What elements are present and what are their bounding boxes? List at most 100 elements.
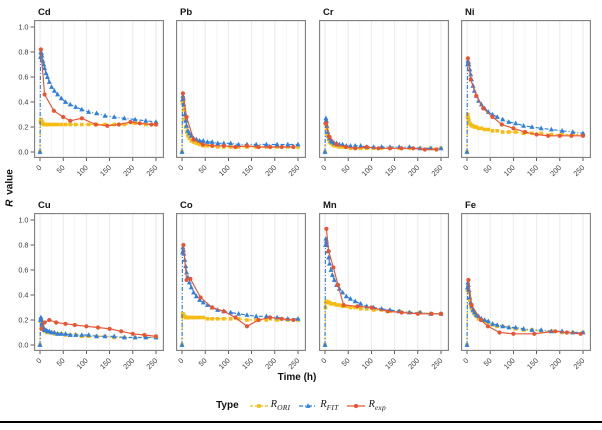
svg-text:250: 250: [571, 163, 586, 178]
panel-plot: 0 50 100 150 200 250: [176, 213, 306, 371]
svg-text:1.0: 1.0: [18, 23, 28, 32]
panel-plot: 0 50 100 150 200 250: [319, 20, 449, 178]
svg-text:50: 50: [340, 356, 352, 368]
y-axis-label-rest: value: [4, 169, 16, 198]
x-axis-ticks: 0 50 100 150 200 250: [176, 351, 301, 371]
legend-label: RFIT: [320, 399, 339, 413]
svg-text:100: 100: [502, 163, 517, 178]
panel-title: Cr: [323, 7, 334, 18]
svg-text:150: 150: [525, 356, 540, 371]
svg-text:250: 250: [144, 163, 159, 178]
svg-text:200: 200: [121, 163, 136, 178]
svg-text:150: 150: [240, 356, 255, 371]
svg-text:50: 50: [197, 356, 209, 368]
panel-co: Co 0 50 100 150 200 250: [176, 198, 306, 385]
panel-plot: 0 50 100 150 200 250: [461, 20, 591, 178]
legend-item-r_fit: RFIT: [299, 399, 338, 412]
legend: Type RORI RFIT Rexp: [0, 399, 602, 412]
panel-title: Co: [180, 200, 193, 211]
svg-text:150: 150: [383, 163, 398, 178]
panel-title: Pb: [180, 7, 193, 18]
svg-text:100: 100: [217, 356, 232, 371]
gridlines: [466, 20, 584, 158]
panel-border: [461, 213, 591, 351]
legend-label: RORI: [270, 399, 291, 413]
panel-cu: Cu 0 50 100 150 200 250 0.0 0.2 0.4 0.6 0.8 1.0: [18, 198, 164, 385]
series-r-exp: [465, 56, 586, 138]
legend-key-triangle-icon: [299, 402, 318, 408]
panel-pb: Pb 0 50 100 150 200 250: [176, 5, 306, 192]
panel-plot: 0 50 100 150 200 250 0.0 0.2 0.4 0.6 0.8 1.0: [18, 213, 164, 371]
svg-text:50: 50: [482, 356, 494, 368]
panel-border: [176, 213, 306, 351]
x-axis-ticks: 0 50 100 150 200 250: [461, 158, 586, 178]
svg-text:1.0: 1.0: [18, 216, 28, 225]
svg-text:100: 100: [360, 356, 375, 371]
panel-title: Ni: [465, 7, 475, 18]
svg-text:100: 100: [502, 356, 517, 371]
y-axis-ticks: 0.0 0.2 0.4 0.6 0.8 1.0: [18, 23, 34, 157]
svg-text:200: 200: [263, 356, 278, 371]
panel-border: [34, 20, 164, 158]
y-axis-ticks: 0.0 0.2 0.4 0.6 0.8 1.0: [18, 216, 34, 350]
legend-key-circle-icon: [347, 403, 366, 408]
svg-text:250: 250: [144, 356, 159, 371]
series-r-exp: [39, 317, 159, 339]
svg-text:200: 200: [548, 356, 563, 371]
svg-text:50: 50: [482, 163, 494, 175]
svg-text:0: 0: [319, 356, 328, 365]
panel-plot: 0 50 100 150 200 250: [319, 213, 449, 371]
panel-border: [319, 20, 449, 158]
panel-plot: 0 50 100 150 200 250 0.0 0.2 0.4 0.6 0.8 1.0: [18, 20, 164, 178]
panel-border: [34, 213, 164, 351]
legend-title: Type: [216, 400, 239, 412]
panel-title: Cu: [38, 200, 51, 211]
panel-border: [461, 20, 591, 158]
svg-text:100: 100: [217, 163, 232, 178]
series-r-exp: [181, 242, 296, 329]
svg-text:0.0: 0.0: [18, 341, 28, 350]
gridlines: [324, 213, 442, 351]
legend-item-r_ori: RORI: [249, 399, 291, 413]
bottom-rule: [0, 421, 602, 423]
svg-text:100: 100: [75, 356, 90, 371]
svg-text:250: 250: [286, 356, 301, 371]
x-axis-ticks: 0 50 100 150 200 250: [319, 158, 444, 178]
svg-text:0.6: 0.6: [18, 266, 28, 275]
panel-title: Mn: [323, 200, 337, 211]
legend-key-square-icon: [249, 403, 268, 408]
svg-text:150: 150: [98, 356, 113, 371]
svg-text:0.4: 0.4: [18, 98, 28, 107]
svg-text:250: 250: [286, 163, 301, 178]
svg-text:150: 150: [98, 163, 113, 178]
series-r-exp: [38, 47, 159, 128]
svg-text:100: 100: [360, 163, 375, 178]
panel-title: Cd: [38, 7, 51, 18]
svg-text:0: 0: [319, 163, 328, 172]
svg-text:150: 150: [240, 163, 255, 178]
svg-text:0.2: 0.2: [18, 316, 28, 325]
svg-text:200: 200: [406, 356, 421, 371]
svg-text:0: 0: [176, 163, 185, 172]
svg-text:250: 250: [429, 163, 444, 178]
svg-text:0.2: 0.2: [18, 123, 28, 132]
panel-fe: Fe 0 50 100 150 200 250: [461, 198, 591, 385]
x-axis-ticks: 0 50 100 150 200 250: [34, 158, 159, 178]
svg-text:50: 50: [55, 163, 67, 175]
series-r-fit: [37, 49, 159, 154]
legend-label: Rexp: [368, 399, 386, 413]
svg-text:0.0: 0.0: [18, 148, 28, 157]
svg-text:0.6: 0.6: [18, 73, 28, 82]
svg-text:250: 250: [429, 356, 444, 371]
svg-text:0: 0: [461, 356, 470, 365]
svg-text:0.4: 0.4: [18, 291, 28, 300]
gridlines: [181, 20, 299, 158]
series-r-exp: [324, 226, 444, 316]
x-axis-ticks: 0 50 100 150 200 250: [34, 351, 159, 371]
x-axis-ticks: 0 50 100 150 200 250: [461, 351, 586, 371]
svg-text:150: 150: [383, 356, 398, 371]
svg-text:200: 200: [121, 356, 136, 371]
panel-border: [319, 213, 449, 351]
svg-text:50: 50: [197, 163, 209, 175]
svg-text:250: 250: [571, 356, 586, 371]
